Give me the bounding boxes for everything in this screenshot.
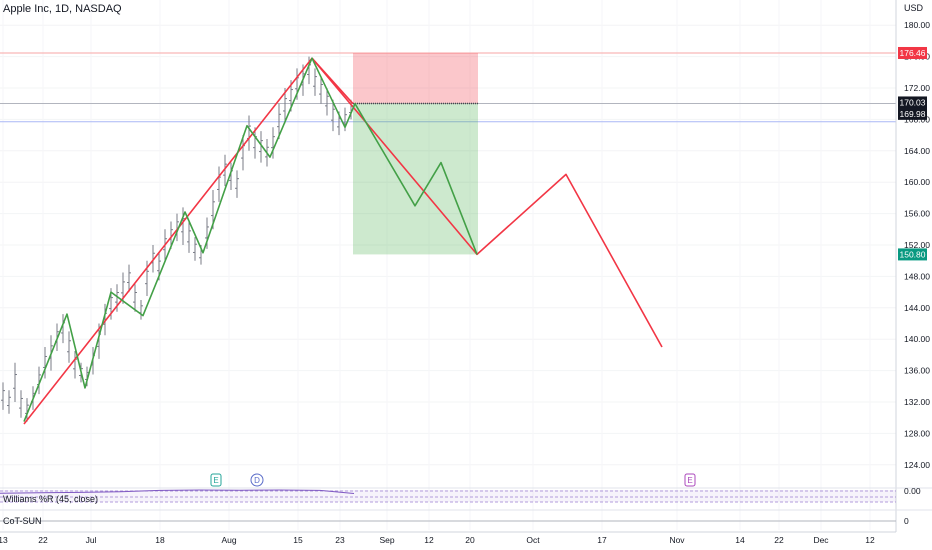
x-tick-label: Dec <box>813 535 829 545</box>
williams-axis-value: 0.00 <box>904 486 921 496</box>
x-tick-label: Aug <box>221 535 236 545</box>
ohlc-bar[interactable] <box>139 299 143 320</box>
red-projection-line[interactable] <box>23 57 663 425</box>
x-tick-label: 15 <box>293 535 303 545</box>
x-tick-label: 22 <box>38 535 48 545</box>
ohlc-bar[interactable] <box>277 103 281 140</box>
ohlc-bar[interactable] <box>67 331 71 363</box>
event-marker-label: E <box>687 476 692 485</box>
stop-loss-zone[interactable] <box>353 52 478 104</box>
x-tick-label: 14 <box>735 535 745 545</box>
price-tag-label: 169.98 <box>900 109 926 119</box>
ohlc-bar[interactable] <box>247 115 251 151</box>
x-tick-label: 23 <box>335 535 345 545</box>
ohlc-bar[interactable] <box>319 76 323 104</box>
x-tick-label: 17 <box>597 535 607 545</box>
ohlc-bar[interactable] <box>43 347 47 379</box>
price-tag-label: 170.03 <box>900 97 926 107</box>
price-tag-label: 176.46 <box>900 48 926 58</box>
y-tick-label: 124.00 <box>904 460 930 470</box>
williams-band <box>0 490 896 502</box>
price-tag <box>898 107 927 120</box>
ohlc-bar[interactable] <box>331 99 335 132</box>
event-marker[interactable]: E <box>210 473 222 487</box>
x-tick-label: 20 <box>465 535 475 545</box>
currency-label: USD <box>904 3 924 13</box>
x-tick-label: Sep <box>379 535 394 545</box>
ohlc-bar[interactable] <box>235 170 239 198</box>
y-tick-label: 164.00 <box>904 146 930 156</box>
y-tick-label: 152.00 <box>904 240 930 250</box>
ohlc-bar[interactable] <box>13 362 17 402</box>
price-tag <box>898 248 927 261</box>
y-tick-label: 144.00 <box>904 303 930 313</box>
event-marker-label: D <box>254 476 260 485</box>
y-tick-label: 140.00 <box>904 334 930 344</box>
ohlc-bar[interactable] <box>223 154 227 187</box>
price-tag <box>898 46 927 59</box>
x-tick-label: Nov <box>669 535 685 545</box>
x-tick-label: 13 <box>0 535 8 545</box>
take-profit-zone[interactable] <box>353 103 478 255</box>
x-tick-label: 12 <box>424 535 434 545</box>
x-tick-label: 18 <box>155 535 165 545</box>
x-tick-label: 22 <box>774 535 784 545</box>
ohlc-bar[interactable] <box>187 221 191 253</box>
ohlc-bar[interactable] <box>19 390 23 418</box>
y-tick-label: 128.00 <box>904 428 930 438</box>
x-tick-label: Jul <box>86 535 97 545</box>
red-projection-line[interactable] <box>311 57 354 105</box>
ohlc-bar[interactable] <box>325 88 329 116</box>
ohlc-bar[interactable] <box>205 217 209 249</box>
cot-sun-label[interactable]: CoT-SUN <box>3 516 42 526</box>
event-marker-label: E <box>213 476 218 485</box>
ohlc-bar[interactable] <box>7 390 11 414</box>
ohlc-bar[interactable] <box>1 382 5 410</box>
ohlc-bar[interactable] <box>271 127 275 159</box>
y-tick-label: 148.00 <box>904 271 930 281</box>
x-tick-label: 12 <box>865 535 875 545</box>
ohlc-bar[interactable] <box>181 207 185 245</box>
price-tag-label: 150.80 <box>900 249 926 259</box>
x-tick-label: Oct <box>526 535 540 545</box>
cot-axis-value: 0 <box>904 516 909 526</box>
ohlc-bar[interactable] <box>283 88 287 124</box>
ohlc-bar[interactable] <box>193 237 197 261</box>
y-tick-label: 132.00 <box>904 397 930 407</box>
ohlc-bar[interactable] <box>259 131 263 163</box>
y-tick-label: 156.00 <box>904 209 930 219</box>
green-zigzag-line[interactable] <box>23 57 478 422</box>
williams-r-line[interactable] <box>0 489 355 494</box>
event-marker[interactable]: E <box>684 473 696 487</box>
y-tick-label: 180.00 <box>904 20 930 30</box>
y-tick-label: 136.00 <box>904 366 930 376</box>
chart-title: Apple Inc, 1D, NASDAQ <box>3 3 122 15</box>
price-tag <box>898 96 927 109</box>
ohlc-bar[interactable] <box>133 284 137 312</box>
y-tick-label: 160.00 <box>904 177 930 187</box>
ohlc-bar[interactable] <box>127 264 131 293</box>
ohlc-bar[interactable] <box>313 68 317 96</box>
y-tick-label: 172.00 <box>904 83 930 93</box>
event-marker[interactable]: D <box>250 473 264 487</box>
williams-r-label[interactable]: Williams %R (45, close) <box>3 494 99 504</box>
ohlc-bar[interactable] <box>217 166 221 202</box>
